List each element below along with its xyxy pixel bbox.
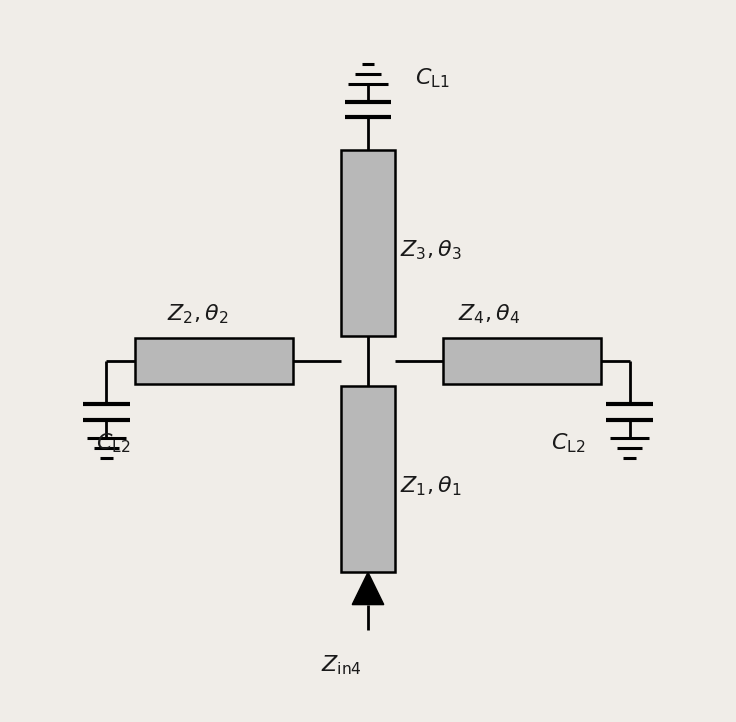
Text: $Z_3, \theta_3$: $Z_3, \theta_3$ [400, 238, 462, 262]
Text: $C_{\mathrm{L2}}$: $C_{\mathrm{L2}}$ [551, 432, 585, 455]
Text: $C_{\mathrm{L1}}$: $C_{\mathrm{L1}}$ [414, 66, 449, 90]
Bar [341, 386, 395, 573]
Polygon shape [353, 573, 383, 604]
Text: $Z_1, \theta_1$: $Z_1, \theta_1$ [400, 474, 462, 498]
Bar [341, 149, 395, 336]
Text: $Z_2, \theta_2$: $Z_2, \theta_2$ [167, 303, 229, 326]
Text: $Z_4, \theta_4$: $Z_4, \theta_4$ [458, 303, 520, 326]
Bar [135, 338, 293, 384]
Text: $C_{\mathrm{L2}}$: $C_{\mathrm{L2}}$ [96, 432, 130, 455]
Bar [443, 338, 601, 384]
Text: $Z_{\mathrm{in4}}$: $Z_{\mathrm{in4}}$ [322, 653, 362, 677]
